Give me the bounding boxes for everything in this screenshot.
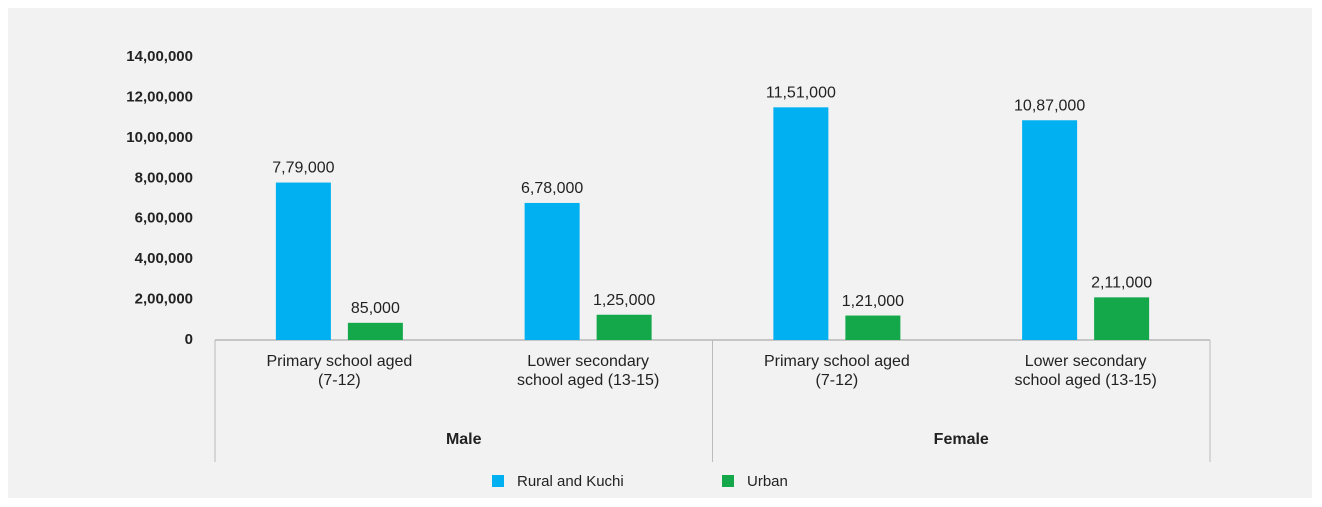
y-tick-label: 2,00,000 — [135, 291, 193, 308]
value-label: 6,78,000 — [521, 180, 583, 197]
y-tick-label: 14,00,000 — [126, 48, 193, 65]
legend-swatch — [492, 475, 504, 487]
legend-label: Urban — [747, 473, 788, 490]
bar — [596, 314, 652, 340]
value-label: 85,000 — [351, 300, 400, 317]
y-tick-label: 6,00,000 — [135, 210, 193, 227]
group-label: Male — [446, 431, 482, 448]
bar — [1094, 297, 1150, 340]
y-tick-label: 10,00,000 — [126, 129, 193, 146]
value-label: 1,21,000 — [842, 293, 904, 310]
value-label: 7,79,000 — [272, 160, 334, 177]
legend-label: Rural and Kuchi — [517, 473, 624, 490]
y-tick-label: 4,00,000 — [135, 250, 193, 267]
background — [8, 8, 1312, 498]
bar — [845, 315, 901, 340]
legend-swatch — [722, 475, 734, 487]
x-tick-label: Lower secondary school aged (13-15) — [1014, 353, 1157, 389]
bar — [773, 107, 829, 340]
x-tick-label: Primary school aged (7-12) — [266, 353, 413, 389]
bar — [524, 202, 580, 340]
x-tick-label: Lower secondary school aged (13-15) — [516, 353, 660, 389]
y-tick-label: 12,00,000 — [126, 88, 193, 105]
group-label: Female — [934, 431, 989, 448]
value-label: 2,11,000 — [1091, 275, 1152, 292]
x-tick-label: Primary school aged (7-12) — [763, 353, 910, 389]
bar — [347, 322, 403, 340]
value-label: 10,87,000 — [1014, 97, 1085, 114]
y-tick-label: 8,00,000 — [135, 169, 193, 186]
y-tick-label: 0 — [185, 331, 193, 348]
value-label: 1,25,000 — [593, 292, 655, 309]
bar — [1022, 120, 1078, 340]
value-label: 11,51,000 — [766, 85, 836, 102]
bar — [275, 182, 331, 340]
